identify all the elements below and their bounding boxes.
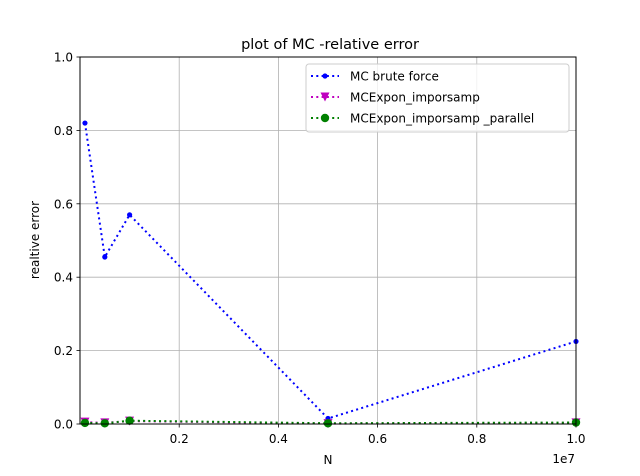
legend-box — [305, 63, 570, 133]
data-point — [323, 419, 333, 428]
data-point — [80, 418, 90, 428]
y-tick-label: 0.0 — [54, 418, 73, 432]
plot-frame — [79, 56, 577, 425]
data-point — [82, 120, 88, 126]
series-line — [83, 122, 577, 420]
legend: MC brute force MCExpon_imporsamp MCExpon_i… — [305, 63, 570, 133]
legend-label: MCExpon_imporsamp _parallel — [350, 112, 534, 126]
y-tick-label: 0.6 — [54, 197, 73, 211]
x-tick-label: 1.0 — [566, 432, 585, 446]
x-tick-label: 0.4 — [269, 432, 288, 446]
legend-label: MCExpon_imporsamp — [350, 91, 480, 105]
x-axis-offset-label: 1e7 — [552, 452, 575, 466]
x-axis-title: N — [324, 453, 333, 467]
data-point — [102, 254, 108, 260]
series-layer — [80, 120, 581, 429]
legend-label: MC brute force — [350, 70, 439, 84]
x-tick-label: 0.8 — [467, 432, 486, 446]
data-point — [100, 419, 110, 428]
y-tick-label: 1.0 — [54, 51, 73, 65]
legend-marker — [320, 113, 330, 123]
chart-title: plot of MC -relative error — [241, 37, 419, 53]
x-tick-label: 0.2 — [170, 432, 189, 446]
y-axis-title: realtive error — [28, 201, 42, 279]
data-point — [125, 416, 134, 425]
legend-marker — [320, 92, 330, 102]
legend-marker — [322, 73, 328, 79]
y-tick-label: 0.8 — [54, 124, 73, 138]
y-tick-label: 0.4 — [54, 271, 73, 285]
y-tick-label: 0.2 — [54, 344, 73, 358]
y-ticks: 0.0 0.2 0.4 0.6 0.8 1.0 — [54, 51, 80, 432]
series-1 — [82, 120, 579, 422]
data-point — [127, 212, 133, 218]
x-tick-label: 0.6 — [368, 432, 387, 446]
x-ticks: 0.2 0.4 0.6 0.8 1.0 — [170, 424, 586, 446]
